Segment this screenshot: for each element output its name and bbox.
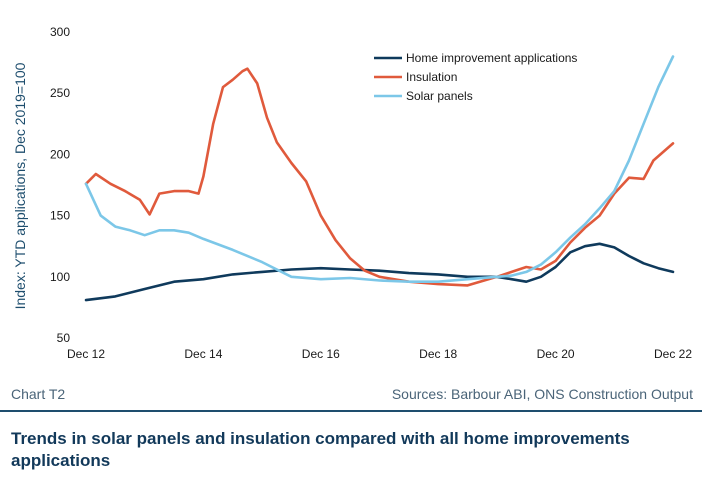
x-tick-label: Dec 22 xyxy=(654,347,692,361)
series-line-2 xyxy=(84,55,675,283)
legend-label: Solar panels xyxy=(406,89,473,103)
y-tick-label: 200 xyxy=(50,147,70,161)
x-tick-label: Dec 16 xyxy=(302,347,340,361)
y-tick-label: 100 xyxy=(50,270,70,284)
y-axis-ticks: 50 100 150 200 250 300 xyxy=(50,25,70,345)
x-axis-ticks: Dec 12 Dec 14 Dec 16 Dec 18 Dec 20 Dec 22 xyxy=(67,347,692,361)
legend-label: Home improvement applications xyxy=(406,51,577,65)
x-tick-label: Dec 12 xyxy=(67,347,105,361)
divider-rule xyxy=(0,410,702,412)
sources-note: Sources: Barbour ABI, ONS Construction O… xyxy=(391,386,693,402)
legend-label: Insulation xyxy=(406,70,457,84)
chart-footer: Chart T2 Sources: Barbour ABI, ONS Const… xyxy=(11,386,693,408)
legend: Home improvement applications Insulation S… xyxy=(374,51,577,103)
x-tick-label: Dec 18 xyxy=(419,347,457,361)
chart-id: Chart T2 xyxy=(11,386,66,402)
series-line-0 xyxy=(84,242,675,302)
y-tick-label: 50 xyxy=(57,331,71,345)
series-line-1 xyxy=(84,67,675,287)
series-lines xyxy=(84,55,675,302)
y-tick-label: 250 xyxy=(50,86,70,100)
y-tick-label: 300 xyxy=(50,25,70,39)
y-tick-label: 150 xyxy=(50,209,70,223)
chart-title: Trends in solar panels and insulation co… xyxy=(11,429,630,470)
x-tick-label: Dec 20 xyxy=(537,347,575,361)
y-axis-label: Index: YTD applications, Dec 2019=100 xyxy=(12,62,28,309)
x-tick-label: Dec 14 xyxy=(184,347,222,361)
